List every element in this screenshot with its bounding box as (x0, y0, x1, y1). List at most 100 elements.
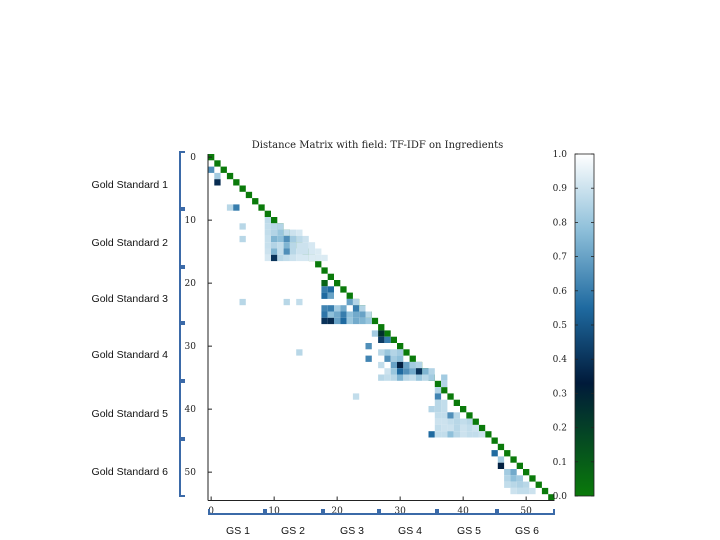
diagonal-cell (434, 380, 442, 388)
gs-bottom-label-2: GS 2 (281, 525, 305, 537)
heatmap-cell (397, 368, 404, 375)
gs-left-bracket (179, 267, 185, 323)
heatmap-cell (441, 374, 448, 381)
heatmap-cell (264, 242, 271, 249)
diagonal-cell (491, 437, 498, 444)
diagonal-cell (371, 317, 379, 325)
gs-bottom-bracket (437, 509, 497, 515)
heatmap-cell (277, 242, 284, 249)
heatmap-cell (352, 317, 360, 325)
heatmap-cell (378, 336, 385, 343)
heatmap-cell (390, 361, 397, 369)
heatmap-cell (409, 361, 416, 369)
gs-bottom-label-6: GS 6 (515, 525, 539, 537)
heatmap-cell (277, 254, 284, 262)
diagonal-cell (264, 210, 271, 217)
heatmap-cell (378, 361, 385, 369)
heatmap-cell (264, 254, 271, 262)
heatmap-cell (365, 343, 372, 350)
diagonal-cell (548, 494, 555, 501)
heatmap-cell (447, 418, 454, 425)
heatmap-cell (264, 248, 271, 255)
heatmap-cell (271, 235, 278, 243)
gs-bottom-label-5: GS 5 (457, 525, 481, 537)
heatmap-cell (352, 305, 360, 312)
y-tick-label: 40 (185, 405, 197, 415)
diagonal-cell (327, 273, 334, 280)
heatmap-cell (365, 355, 372, 362)
diagonal-cell (472, 418, 479, 425)
heatmap-cell (352, 393, 360, 400)
heatmap-cell (233, 204, 240, 211)
heatmap-cell (472, 431, 479, 438)
heatmap-cell (271, 248, 278, 255)
heatmap-cell (453, 431, 460, 438)
heatmap-cell (390, 368, 397, 375)
colorbar-tick-label: 0.6 (553, 287, 568, 297)
heatmap-cell (434, 399, 442, 406)
heatmap-cell (428, 406, 435, 413)
heatmap-cell (390, 349, 397, 356)
heatmap-cell (239, 223, 246, 230)
heatmap-cell (453, 418, 460, 425)
heatmap-cell (466, 424, 473, 432)
heatmap-cell (271, 223, 278, 230)
heatmap-cell (447, 412, 454, 419)
diagonal-cell (334, 280, 341, 287)
heatmap-cell (441, 431, 448, 438)
heatmap-cell (516, 481, 523, 488)
diagonal-cell (390, 336, 397, 343)
colorbar-tick-label: 1.0 (553, 150, 568, 160)
heatmap-cell (308, 242, 316, 249)
diagonal-cell (441, 387, 448, 394)
heatmap-cell (327, 305, 334, 312)
heatmap-cell (352, 298, 360, 306)
colorbar-tick-label: 0.8 (553, 218, 568, 228)
heatmap-cell (327, 317, 334, 325)
heatmap-cell (289, 242, 297, 249)
heatmap-cell (264, 235, 271, 243)
diagonal-cell (485, 431, 492, 438)
heatmap-cell (308, 248, 316, 255)
colorbar-tick-label: 0.7 (553, 253, 568, 263)
heatmap-cell (277, 248, 284, 255)
heatmap-cell (428, 374, 435, 381)
heatmap-cell (302, 248, 309, 255)
heatmap-cell (302, 254, 309, 262)
heatmap-cell (434, 412, 442, 419)
diagonal-cell (226, 172, 234, 180)
heatmap-cell (321, 286, 328, 293)
colorbar-tick-label: 0.9 (553, 184, 568, 194)
heatmap-cell (397, 355, 404, 362)
heatmap-cell (397, 349, 404, 356)
heatmap-cell (523, 487, 530, 495)
heatmap-cell (403, 361, 410, 369)
heatmap-cell (359, 305, 366, 312)
colorbar-tick-label: 0.5 (553, 321, 568, 331)
diagonal-cell (478, 424, 486, 432)
diagonal-cell (466, 412, 473, 419)
heatmap-cell (359, 311, 366, 318)
diagonal-cell (397, 343, 404, 350)
gold-standard-label-4: Gold Standard 4 (91, 349, 168, 361)
diagonal-cell (271, 217, 278, 224)
diagonal-cell (541, 487, 549, 495)
heatmap-cell (523, 481, 530, 488)
heatmap-cell (321, 317, 328, 325)
heatmap-cell (384, 374, 391, 381)
heatmap-cell (434, 387, 442, 394)
diagonal-cell (315, 261, 322, 268)
gs-bottom-bracket (497, 509, 555, 515)
gs-left-bracket (179, 381, 185, 439)
heatmap-cell (296, 349, 303, 356)
heatmap-cell (264, 223, 271, 230)
heatmap-cell (434, 424, 442, 432)
heatmap-cell (384, 355, 391, 362)
gs-bottom-label-1: GS 1 (226, 525, 250, 537)
y-tick-label: 10 (185, 216, 197, 226)
heatmap-cell (510, 487, 517, 495)
heatmap-cell (359, 317, 366, 325)
heatmap-cell (296, 235, 303, 243)
heatmap-cell (296, 248, 303, 255)
